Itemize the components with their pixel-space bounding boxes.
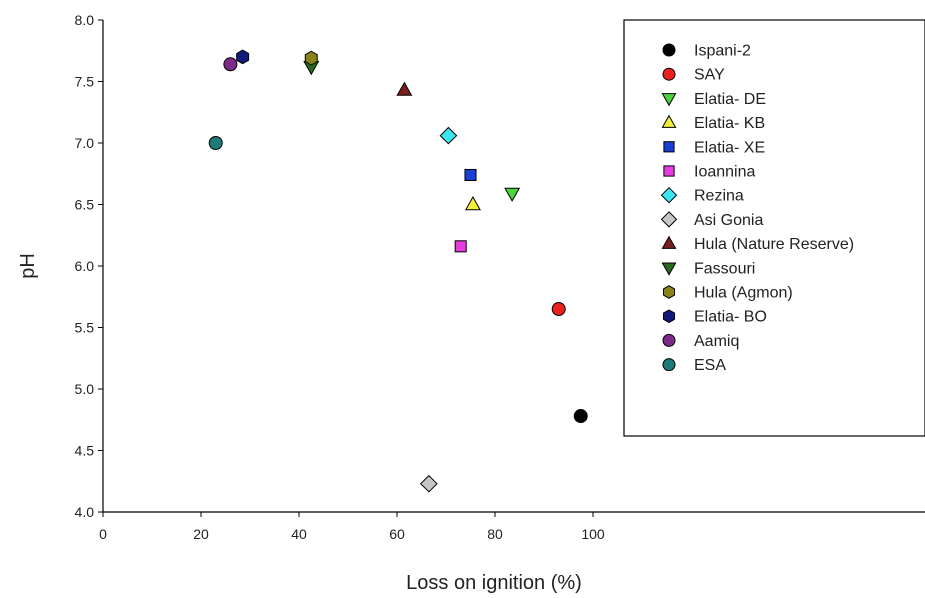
legend-label: Elatia- XE — [694, 139, 765, 156]
data-point — [464, 195, 481, 211]
legend-marker — [660, 186, 678, 204]
legend-marker — [663, 309, 675, 324]
legend-label: Ispani-2 — [694, 43, 751, 60]
y-axis-ticks: 4.0 4.5 5.0 5.5 6.0 6.5 7.0 7.5 8.0 — [75, 12, 103, 520]
data-point — [464, 168, 477, 182]
y-tick-label: 4.0 — [75, 504, 95, 520]
data-point — [439, 126, 458, 145]
legend-items: Ispani-2 SAY Elatia- DE Elatia- KB Elatia- X… — [660, 43, 854, 374]
data-point — [396, 81, 413, 96]
data-point — [454, 240, 467, 253]
legend-label: Hula (Nature Reserve) — [694, 236, 854, 253]
legend-marker — [662, 67, 676, 81]
data-point — [208, 136, 223, 150]
legend-marker — [662, 358, 676, 372]
legend-label: Hula (Agmon) — [694, 285, 793, 302]
legend-marker — [662, 43, 676, 57]
x-tick-label: 100 — [581, 526, 605, 542]
legend-label: Ioannina — [694, 164, 755, 181]
legend-box — [623, 19, 925, 437]
legend-label: Elatia- KB — [694, 115, 765, 132]
x-tick-label: 80 — [487, 526, 503, 542]
y-tick-label: 7.5 — [75, 74, 95, 90]
x-axis-title: Loss on ignition (%) — [406, 572, 582, 594]
legend-label: ESA — [694, 357, 726, 374]
legend-marker — [663, 165, 675, 177]
data-point — [304, 50, 318, 66]
y-tick-label: 4.5 — [75, 443, 95, 459]
data-point — [504, 187, 521, 202]
y-tick-label: 7.0 — [75, 135, 95, 151]
legend-marker — [662, 333, 676, 347]
legend-marker — [661, 262, 677, 276]
x-tick-label: 60 — [389, 526, 405, 542]
y-tick-label: 6.5 — [75, 197, 95, 213]
legend-label: Fassouri — [694, 260, 755, 277]
x-tick-label: 20 — [193, 526, 209, 542]
y-axis-title: pH — [17, 253, 39, 279]
y-tick-label: 8.0 — [75, 12, 95, 28]
legend-marker — [663, 285, 675, 299]
data-point — [223, 57, 238, 72]
x-axis-ticks: 0 20 40 60 80 100 — [99, 512, 605, 542]
legend-marker — [661, 114, 677, 128]
data-point — [551, 302, 566, 317]
y-tick-label: 5.0 — [75, 381, 95, 397]
legend-label: SAY — [694, 67, 725, 84]
y-tick-label: 6.0 — [75, 258, 95, 274]
x-tick-label: 40 — [291, 526, 307, 542]
legend-marker — [661, 93, 677, 107]
legend-label: Asi Gonia — [694, 212, 763, 229]
x-tick-label: 0 — [99, 526, 107, 542]
legend-label: Elatia- BO — [694, 309, 767, 326]
legend-marker — [660, 211, 678, 228]
data-point — [419, 474, 438, 493]
legend-marker — [663, 141, 675, 153]
data-points — [208, 49, 588, 493]
y-tick-label: 5.5 — [75, 320, 95, 336]
legend-marker — [661, 235, 677, 249]
data-point — [573, 409, 588, 424]
legend-label: Elatia- DE — [694, 91, 766, 108]
legend-label: Aamiq — [694, 333, 739, 350]
legend: Ispani-2 SAY Elatia- DE Elatia- KB Elatia- X… — [623, 19, 925, 437]
data-point — [236, 49, 250, 65]
legend-label: Rezina — [694, 188, 744, 205]
